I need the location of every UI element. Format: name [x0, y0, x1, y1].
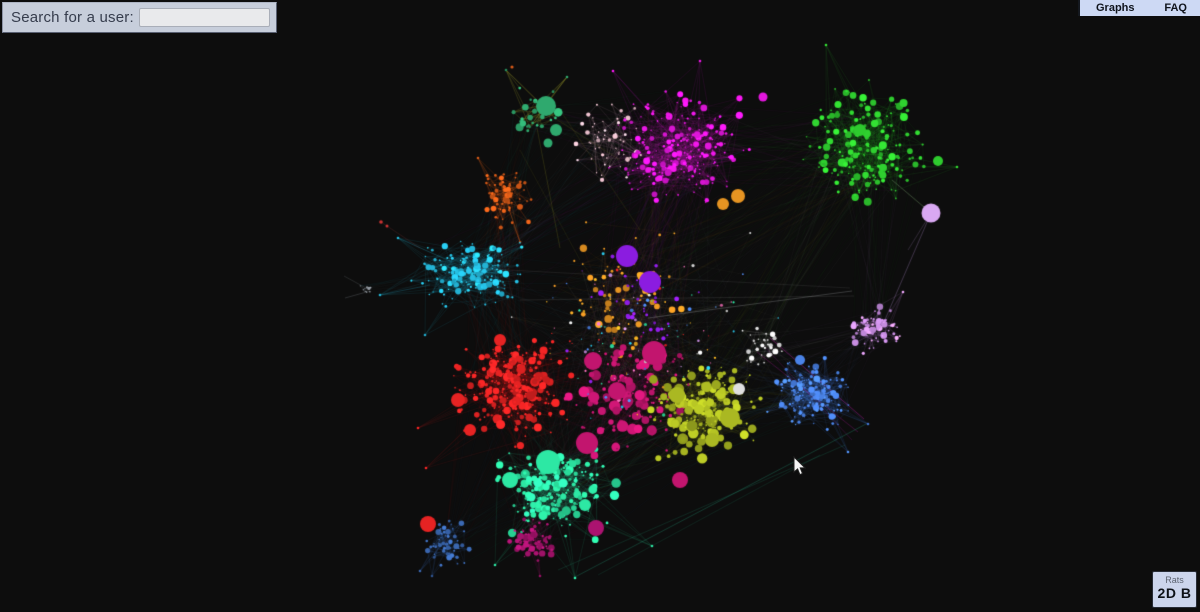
search-input[interactable] [139, 8, 270, 27]
search-panel: Search for a user: [2, 2, 277, 33]
dimension-toggle-title: Rats [1165, 575, 1184, 585]
dimension-toggle-value: 2D B [1157, 585, 1192, 601]
nav-item-faq[interactable]: FAQ [1164, 2, 1187, 14]
dimension-toggle-widget[interactable]: Rats 2D B [1152, 571, 1197, 608]
search-label: Search for a user: [11, 9, 134, 26]
top-nav: Graphs FAQ [1078, 0, 1200, 16]
nav-item-graphs[interactable]: Graphs [1096, 2, 1135, 14]
